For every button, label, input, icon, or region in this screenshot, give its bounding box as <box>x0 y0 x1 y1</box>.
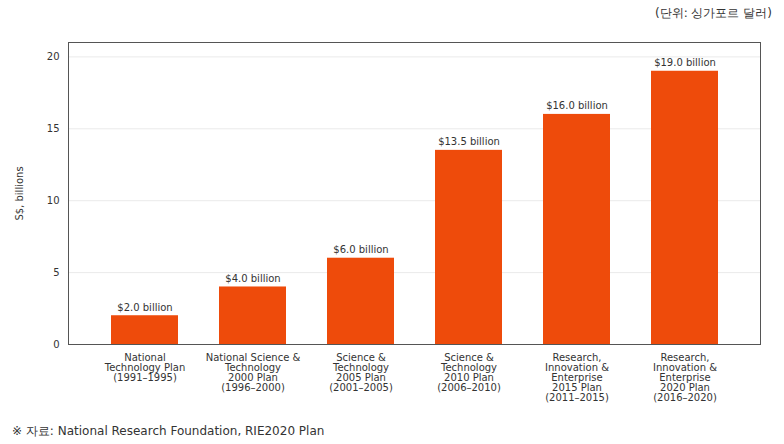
svg-text:20: 20 <box>47 51 60 62</box>
svg-text:Research,Innovation &Enterpris: Research,Innovation &Enterprise2020 Plan… <box>653 352 717 403</box>
html-text:※ 자료: National Research Founda: ※ 자료: National Research Foundation, RIE2… <box>12 424 325 438</box>
svg-text:5: 5 <box>53 267 59 278</box>
svg-text:Research,Innovation &Enterpris: Research,Innovation &Enterprise2015 Plan… <box>545 352 609 403</box>
svg-text:National Science &Technology20: National Science &Technology2000 Plan(19… <box>206 352 301 393</box>
svg-text:$6.0 billion: $6.0 billion <box>333 244 388 255</box>
html-text:(단위: 싱가포르 달러): (단위: 싱가포르 달러) <box>655 6 772 20</box>
svg-text:S$, billions: S$, billions <box>14 166 25 220</box>
svg-text:$4.0 billion: $4.0 billion <box>225 273 280 284</box>
svg-text:0: 0 <box>53 339 59 350</box>
svg-text:$13.5 billion: $13.5 billion <box>438 136 500 147</box>
svg-text:10: 10 <box>47 195 60 206</box>
svg-text:Science &Technology2005 Plan(2: Science &Technology2005 Plan(2001–2005) <box>329 352 393 393</box>
svg-text:$2.0 billion: $2.0 billion <box>117 302 172 313</box>
svg-text:15: 15 <box>47 123 60 134</box>
svg-text:Science &Technology2010 Plan(2: Science &Technology2010 Plan(2006–2010) <box>437 352 501 393</box>
svg-text:$19.0 billion: $19.0 billion <box>654 57 716 68</box>
svg-text:$16.0 billion: $16.0 billion <box>546 100 608 111</box>
svg-text:NationalTechnology Plan(1991–1: NationalTechnology Plan(1991–1995) <box>104 352 185 383</box>
